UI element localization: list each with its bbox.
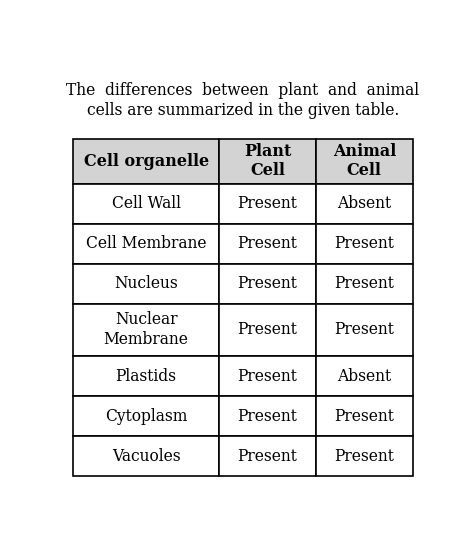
Bar [219,304,316,356]
Bar [316,223,413,263]
Bar [73,436,219,476]
Text: Present: Present [237,235,298,252]
Text: Absent: Absent [337,195,392,212]
Text: Present: Present [334,407,394,425]
Bar [316,304,413,356]
Text: Present: Present [237,321,298,338]
Text: Cytoplasm: Cytoplasm [105,407,187,425]
Bar [316,396,413,436]
Bar [73,183,219,223]
Bar [219,223,316,263]
Bar [73,223,219,263]
Text: Nucleus: Nucleus [114,275,178,292]
Bar [73,396,219,436]
Text: The  differences  between  plant  and  animal: The differences between plant and animal [66,82,419,99]
Bar [316,183,413,223]
Text: Present: Present [334,235,394,252]
Text: Present: Present [334,275,394,292]
Text: Cell organelle: Cell organelle [83,153,209,170]
Text: Animal
Cell: Animal Cell [333,143,396,180]
Text: Plant
Cell: Plant Cell [244,143,291,180]
Text: Present: Present [237,275,298,292]
Text: Cell Wall: Cell Wall [112,195,181,212]
Bar [316,356,413,396]
Text: Cell Membrane: Cell Membrane [86,235,207,252]
Bar [219,436,316,476]
Bar [219,396,316,436]
Bar [73,139,219,183]
Text: Plastids: Plastids [116,367,177,385]
Text: cells are summarized in the given table.: cells are summarized in the given table. [87,102,399,119]
Text: Vacuoles: Vacuoles [112,447,181,465]
Text: Present: Present [237,367,298,385]
Text: Present: Present [334,321,394,338]
Text: Nuclear
Membrane: Nuclear Membrane [104,312,189,348]
Bar [219,139,316,183]
Text: Present: Present [237,447,298,465]
Text: Present: Present [334,447,394,465]
Bar [219,356,316,396]
Text: Absent: Absent [337,367,392,385]
Bar [316,139,413,183]
Text: Present: Present [237,195,298,212]
Bar [73,263,219,304]
Bar [73,304,219,356]
Bar [219,183,316,223]
Bar [316,436,413,476]
Bar [73,356,219,396]
Bar [219,263,316,304]
Bar [316,263,413,304]
Text: Present: Present [237,407,298,425]
